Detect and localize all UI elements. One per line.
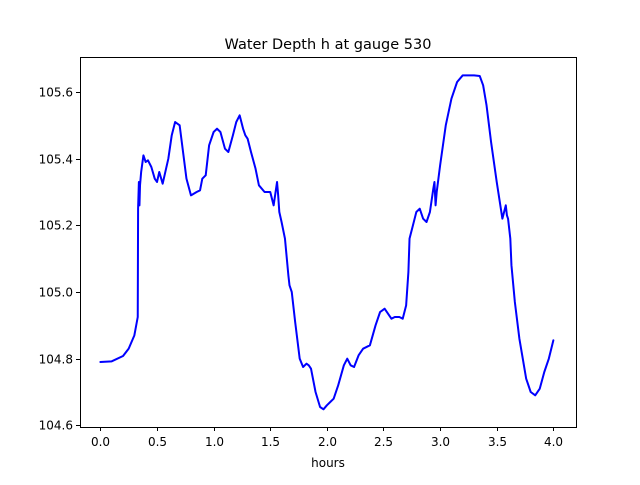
x-tick-label: 0.0 (91, 435, 110, 449)
x-tick-label: 1.5 (261, 435, 280, 449)
y-tick-label: 104.8 (39, 353, 73, 367)
y-tick-label: 104.6 (39, 419, 73, 433)
y-tick-label: 105.6 (39, 86, 73, 100)
x-tick-label: 4.0 (544, 435, 563, 449)
x-tick-label: 2.0 (318, 435, 337, 449)
series-line-1 (99, 74, 555, 411)
y-tick-label: 105.2 (39, 219, 73, 233)
x-axis-label: hours (311, 456, 345, 470)
x-tick-label: 0.5 (148, 435, 167, 449)
x-tick-label: 2.5 (374, 435, 393, 449)
chart-title: Water Depth h at gauge 530 (225, 37, 432, 53)
y-tick-label: 105.4 (39, 153, 73, 167)
x-tick-label: 3.0 (431, 435, 450, 449)
y-tick-label: 105.0 (39, 286, 73, 300)
plot-area-frame (80, 57, 577, 428)
x-tick-label: 1.0 (205, 435, 224, 449)
x-tick-label: 3.5 (488, 435, 507, 449)
